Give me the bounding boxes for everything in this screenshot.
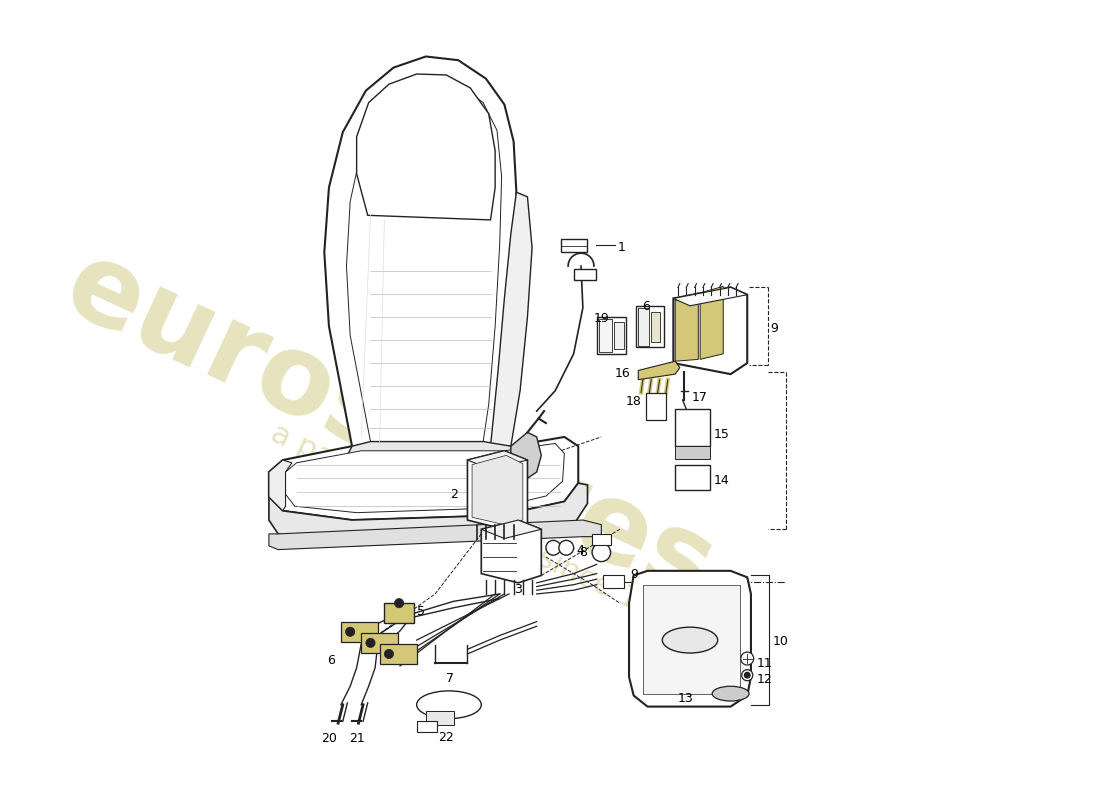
Text: 11: 11 — [757, 657, 772, 670]
FancyBboxPatch shape — [384, 603, 414, 623]
FancyBboxPatch shape — [675, 465, 711, 490]
Circle shape — [345, 627, 355, 637]
Text: 20: 20 — [321, 733, 337, 746]
Circle shape — [546, 540, 561, 555]
Text: 10: 10 — [772, 635, 788, 649]
Text: eurospares: eurospares — [48, 230, 730, 625]
Circle shape — [740, 652, 754, 665]
Circle shape — [741, 670, 752, 681]
Circle shape — [745, 673, 750, 678]
Text: 13: 13 — [678, 692, 694, 705]
FancyBboxPatch shape — [596, 317, 626, 354]
Polygon shape — [268, 483, 587, 546]
FancyBboxPatch shape — [646, 393, 666, 420]
Polygon shape — [268, 460, 292, 511]
Polygon shape — [268, 437, 579, 520]
Ellipse shape — [662, 627, 717, 653]
FancyBboxPatch shape — [561, 239, 586, 252]
FancyBboxPatch shape — [600, 318, 613, 352]
Text: a passion for parts since 1985: a passion for parts since 1985 — [266, 418, 696, 640]
Text: 9: 9 — [630, 568, 638, 581]
Circle shape — [592, 543, 611, 562]
FancyBboxPatch shape — [603, 575, 624, 588]
FancyBboxPatch shape — [637, 306, 664, 347]
Ellipse shape — [417, 691, 482, 718]
Text: 22: 22 — [438, 730, 454, 743]
FancyBboxPatch shape — [675, 410, 711, 446]
Polygon shape — [673, 287, 747, 374]
Text: 21: 21 — [349, 733, 364, 746]
FancyBboxPatch shape — [379, 644, 417, 664]
FancyBboxPatch shape — [675, 446, 711, 459]
FancyBboxPatch shape — [651, 312, 660, 342]
FancyBboxPatch shape — [417, 722, 437, 733]
FancyBboxPatch shape — [426, 711, 453, 725]
Text: 17: 17 — [692, 390, 707, 404]
Circle shape — [384, 650, 394, 658]
FancyBboxPatch shape — [573, 269, 596, 280]
FancyBboxPatch shape — [361, 633, 398, 653]
Text: 5: 5 — [417, 605, 425, 618]
Polygon shape — [675, 293, 698, 362]
Text: 14: 14 — [714, 474, 729, 487]
Ellipse shape — [712, 686, 749, 701]
Polygon shape — [482, 520, 541, 583]
Circle shape — [395, 598, 404, 608]
Polygon shape — [348, 442, 522, 462]
Polygon shape — [268, 520, 602, 550]
Text: 19: 19 — [594, 312, 609, 326]
Polygon shape — [482, 520, 541, 538]
Polygon shape — [491, 192, 532, 446]
Text: 6: 6 — [641, 300, 650, 314]
FancyBboxPatch shape — [592, 534, 611, 545]
Circle shape — [559, 540, 573, 555]
Polygon shape — [324, 57, 516, 446]
Polygon shape — [356, 74, 495, 220]
Text: 16: 16 — [615, 366, 631, 380]
Text: 1: 1 — [618, 241, 626, 254]
FancyBboxPatch shape — [614, 322, 624, 350]
Circle shape — [366, 638, 375, 647]
Text: 15: 15 — [714, 428, 730, 441]
Polygon shape — [673, 287, 747, 306]
Polygon shape — [468, 450, 528, 470]
Text: 12: 12 — [757, 674, 772, 686]
Text: 4: 4 — [576, 544, 584, 557]
FancyBboxPatch shape — [642, 585, 740, 694]
Polygon shape — [700, 286, 723, 359]
Polygon shape — [468, 450, 528, 530]
Polygon shape — [286, 443, 564, 513]
Text: 3: 3 — [515, 583, 522, 596]
FancyBboxPatch shape — [341, 622, 378, 642]
Text: 8: 8 — [580, 546, 587, 559]
Polygon shape — [629, 571, 751, 706]
Text: 18: 18 — [625, 395, 641, 408]
Polygon shape — [510, 432, 541, 482]
Polygon shape — [638, 362, 680, 380]
Text: 7: 7 — [447, 673, 454, 686]
Text: 2: 2 — [450, 488, 459, 501]
FancyBboxPatch shape — [638, 308, 649, 346]
Text: 6: 6 — [328, 654, 336, 667]
Text: 9: 9 — [770, 322, 778, 335]
Polygon shape — [472, 455, 522, 525]
Polygon shape — [346, 82, 502, 442]
